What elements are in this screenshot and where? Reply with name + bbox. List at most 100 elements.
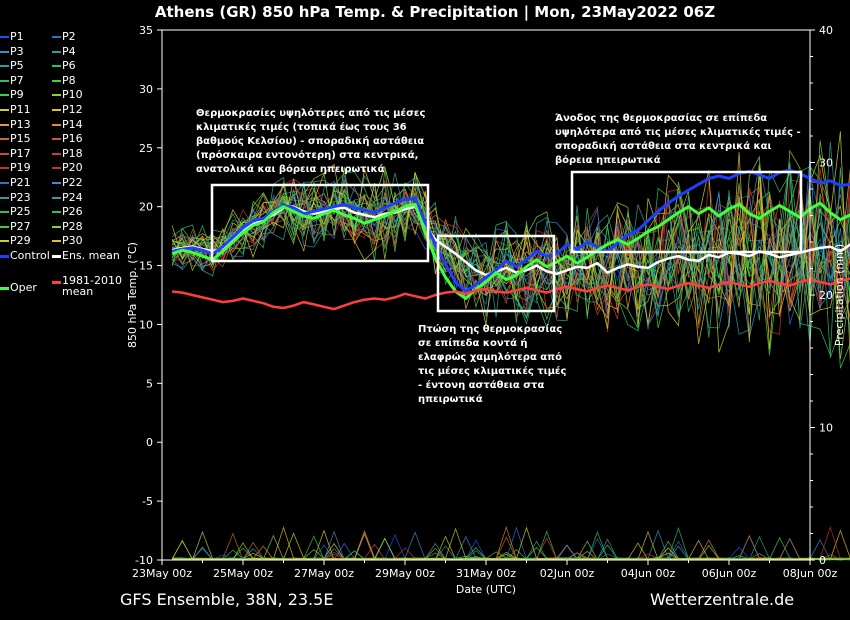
legend-item: P7 xyxy=(0,74,24,87)
x-tick-label: 08Jun 00z xyxy=(783,567,838,580)
legend-swatch xyxy=(0,286,9,290)
legend-item: P3 xyxy=(0,45,24,58)
legend-swatch xyxy=(0,94,9,97)
site-credit: Wetterzentrale.de xyxy=(650,590,795,609)
legend-label: P14 xyxy=(62,117,83,131)
annotation-boxes xyxy=(210,170,803,313)
y-tick-label: 5 xyxy=(146,377,153,390)
legend-swatch xyxy=(0,79,9,82)
legend-swatch xyxy=(52,109,61,111)
legend-swatch xyxy=(0,182,9,184)
legend-label: Control xyxy=(10,249,50,262)
legend-swatch xyxy=(0,36,9,38)
precipitation-lines xyxy=(171,525,850,561)
legend-item: P15 xyxy=(0,132,31,145)
legend-label: P9 xyxy=(10,88,24,102)
legend-swatch xyxy=(52,94,61,97)
legend-label: P6 xyxy=(62,59,76,73)
legend-swatch xyxy=(0,254,9,258)
member-line xyxy=(171,166,850,369)
legend-label: P17 xyxy=(10,146,31,160)
legend-swatch xyxy=(52,254,61,258)
legend-label: P15 xyxy=(10,132,31,146)
legend-swatch xyxy=(0,50,9,53)
legend-item: P11 xyxy=(0,103,31,116)
annotation-warming-period: Άνοδος της θερμοκρασίας σε επίπεδα υψηλό… xyxy=(555,113,801,166)
legend-label: P22 xyxy=(62,176,83,189)
legend-label: P1 xyxy=(10,30,24,43)
legend-item: Oper xyxy=(0,281,37,294)
legend-label: P11 xyxy=(10,103,31,116)
x-tick-label: 23May 00z xyxy=(132,567,192,580)
legend-label: P25 xyxy=(10,205,31,219)
legend-item: P29 xyxy=(0,234,31,247)
x-tick-label: 02Jun 00z xyxy=(540,567,595,580)
legend-item: P9 xyxy=(0,88,24,101)
legend-label: P27 xyxy=(10,219,31,233)
chart-title: Athens (GR) 850 hPa Temp. & Precipitatio… xyxy=(155,3,715,22)
legend-item: P5 xyxy=(0,59,24,72)
legend-item: P6 xyxy=(52,59,76,72)
y-tick-label: 15 xyxy=(139,260,153,273)
legend-label: P2 xyxy=(62,30,76,43)
legend-item: P13 xyxy=(0,118,31,131)
legend-swatch xyxy=(52,152,61,155)
legend-item: P18 xyxy=(52,147,83,160)
legend-label: P16 xyxy=(62,132,83,146)
legend-label: P3 xyxy=(10,44,24,58)
legend-item: P27 xyxy=(0,220,31,233)
legend-item: P26 xyxy=(52,205,83,218)
legend-item: Ens. mean xyxy=(52,249,120,262)
legend-item: P23 xyxy=(0,191,31,204)
legend-item: P20 xyxy=(52,161,83,174)
annotation-hot-period: Θερμοκρασίες υψηλότερες από τις μέσες κλ… xyxy=(196,108,426,175)
legend-swatch xyxy=(0,196,9,199)
legend-label: P21 xyxy=(10,176,31,189)
legend-label: Oper xyxy=(10,281,37,295)
legend-item: P28 xyxy=(52,220,83,233)
legend-label: 1981-2010 mean xyxy=(62,274,122,299)
x-tick-label: 29May 00z xyxy=(375,567,435,580)
y2-tick-label: 30 xyxy=(819,157,833,170)
legend-swatch xyxy=(52,240,61,243)
legend-swatch xyxy=(52,225,61,228)
legend-swatch xyxy=(52,65,61,68)
x-tick-label: 06Jun 00z xyxy=(702,567,757,580)
legend-label: P7 xyxy=(10,73,24,87)
legend-item: P24 xyxy=(52,191,83,204)
y-tick-label: -5 xyxy=(142,495,153,508)
legend-item: P30 xyxy=(52,234,83,247)
legend-item: P10 xyxy=(52,88,83,101)
y-tick-label: 25 xyxy=(139,142,153,155)
legend-item: P14 xyxy=(52,118,83,131)
legend-label: P18 xyxy=(62,146,83,160)
legend-label: P4 xyxy=(62,44,76,58)
model-source: GFS Ensemble, 38N, 23.5E xyxy=(120,590,334,609)
legend-swatch xyxy=(0,65,9,68)
legend-item: P8 xyxy=(52,74,76,87)
series-1981-2010-mean xyxy=(171,277,850,311)
precip-line xyxy=(171,526,850,561)
legend-label: P24 xyxy=(62,190,83,204)
legend-label: P12 xyxy=(62,103,83,116)
legend-label: P28 xyxy=(62,219,83,233)
legend-item: 1981-2010 mean xyxy=(52,275,124,297)
x-tick-label: 25May 00z xyxy=(213,567,273,580)
legend-swatch xyxy=(0,138,9,141)
legend-swatch xyxy=(52,211,61,214)
y-tick-label: 30 xyxy=(139,83,153,96)
box-hot-period xyxy=(210,183,430,263)
legend-label: P20 xyxy=(62,161,83,175)
x-tick-label: 04Jun 00z xyxy=(621,567,676,580)
y2-tick-label: 0 xyxy=(819,554,826,567)
legend-label: P29 xyxy=(10,234,31,248)
legend-swatch xyxy=(0,225,9,228)
legend-label: P10 xyxy=(62,88,83,102)
legend-item: P22 xyxy=(52,176,83,189)
legend-item: P25 xyxy=(0,205,31,218)
legend-swatch xyxy=(52,196,61,199)
x-tick-label: 31May 00z xyxy=(456,567,516,580)
x-axis-label: Date (UTC) xyxy=(456,583,516,596)
legend-label: P23 xyxy=(10,190,31,204)
